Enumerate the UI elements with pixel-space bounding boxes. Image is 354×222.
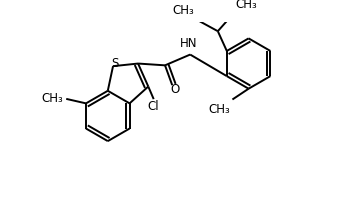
Text: CH₃: CH₃ — [208, 103, 230, 116]
Text: CH₃: CH₃ — [235, 0, 257, 11]
Text: O: O — [170, 83, 179, 96]
Text: CH₃: CH₃ — [42, 92, 63, 105]
Text: Cl: Cl — [148, 100, 160, 113]
Text: CH₃: CH₃ — [173, 4, 194, 17]
Text: S: S — [111, 57, 119, 70]
Text: HN: HN — [179, 37, 197, 50]
